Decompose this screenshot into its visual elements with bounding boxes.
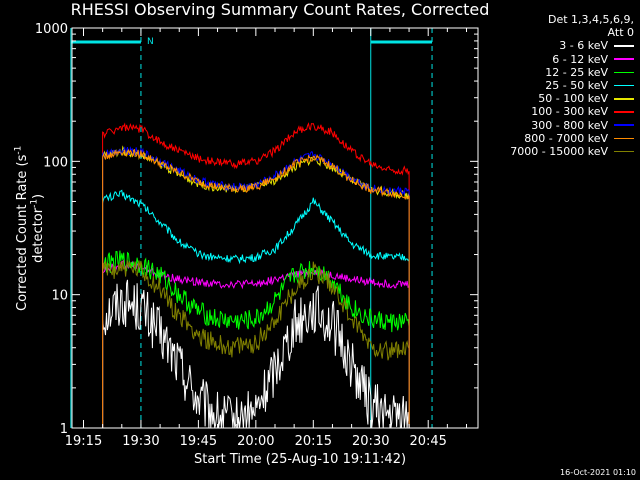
x-tick-label: 20:00 <box>237 434 274 449</box>
series-line <box>102 189 410 428</box>
legend-swatch <box>614 58 634 60</box>
legend-entries: 3 - 6 keV 6 - 12 keV 12 - 25 keV 25 - 50 ke… <box>464 39 634 158</box>
legend-label: 7000 - 15000 keV <box>510 144 608 158</box>
x-tick-label: 19:15 <box>65 434 102 449</box>
y-axis-label-part: detector <box>31 207 47 263</box>
x-tick-label: 20:45 <box>409 434 446 449</box>
y-tick-label: 100 <box>43 155 68 170</box>
y-axis-label: Corrected Count Rate (s-1 detector-1) <box>14 128 47 328</box>
series-line <box>102 260 410 428</box>
y-tick-label: 10 <box>51 289 68 304</box>
legend-label: 300 - 800 keV <box>531 118 608 132</box>
x-axis-label: Start Time (25-Aug-10 19:11:42) <box>193 452 407 467</box>
legend: Det 1,3,4,5,6,9, Att 0 3 - 6 keV 6 - 12 k… <box>464 13 634 158</box>
legend-label: 12 - 25 keV <box>545 65 608 79</box>
y-tick-label: 1000 <box>35 22 68 37</box>
legend-label: 100 - 300 keV <box>531 105 608 119</box>
y-tick-label: 1 <box>60 422 68 437</box>
attenuator-info: Att 0 <box>607 26 634 40</box>
legend-swatch <box>614 71 634 74</box>
series-line <box>102 279 410 429</box>
legend-swatch <box>614 137 634 140</box>
legend-label: 25 - 50 keV <box>545 78 608 92</box>
x-tick-label: 19:30 <box>122 434 159 449</box>
x-tick-label: 19:45 <box>180 434 217 449</box>
legend-entry: 800 - 7000 keV <box>464 132 634 145</box>
legend-label: 6 - 12 keV <box>552 52 608 66</box>
legend-entry: 3 - 6 keV <box>464 39 634 52</box>
x-tick-label: 20:15 <box>295 434 332 449</box>
series-line <box>102 250 410 428</box>
legend-entry: 7000 - 15000 keV <box>464 145 634 158</box>
y-axis-label-sup: -1 <box>30 198 40 208</box>
legend-swatch <box>614 150 634 153</box>
detector-info: Det 1,3,4,5,6,9, <box>547 13 634 26</box>
series-line <box>102 122 410 428</box>
series-line <box>102 148 410 428</box>
x-tick-label: 20:30 <box>352 434 389 449</box>
legend-swatch <box>614 45 634 47</box>
y-axis-label-part: ) <box>31 193 47 199</box>
timestamp: 16-Oct-2021 01:10 <box>560 468 636 477</box>
legend-entry: 300 - 800 keV <box>464 119 634 132</box>
chart-title: RHESSI Observing Summary Count Rates, Co… <box>70 0 490 19</box>
y-axis-label-part: Corrected Count Rate (s <box>15 154 30 311</box>
legend-label: 800 - 7000 keV <box>524 131 608 145</box>
legend-label: 50 - 100 keV <box>538 92 608 106</box>
legend-swatch <box>614 124 634 126</box>
legend-swatch <box>614 98 634 100</box>
axes-frame <box>71 27 479 429</box>
series-line <box>102 146 410 428</box>
legend-label: 3 - 6 keV <box>559 39 608 53</box>
annotation-label: N <box>147 37 154 47</box>
legend-entry: 12 - 25 keV <box>464 66 634 79</box>
legend-swatch <box>614 111 634 113</box>
y-axis-label-sup: -1 <box>13 145 24 155</box>
legend-swatch <box>614 84 634 87</box>
legend-entry: 50 - 100 keV <box>464 92 634 105</box>
legend-entry: 100 - 300 keV <box>464 105 634 118</box>
legend-entry: 6 - 12 keV <box>464 53 634 66</box>
legend-entry: 25 - 50 keV <box>464 79 634 92</box>
